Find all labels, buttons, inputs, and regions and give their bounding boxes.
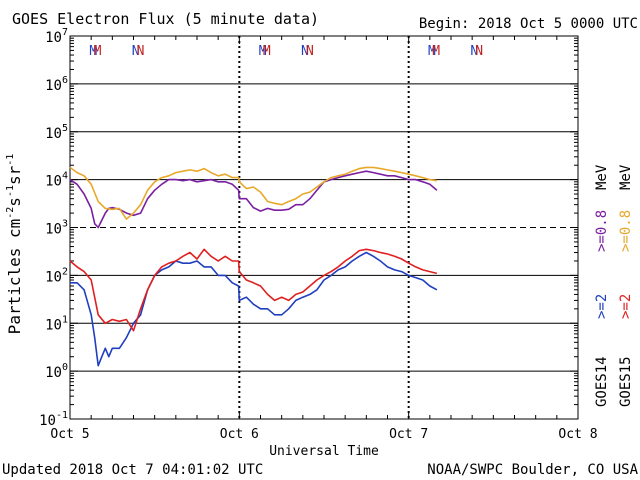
y-tick-label-exp: 1 [62, 314, 68, 325]
marker-m: M [259, 44, 267, 59]
y-tick-label-base: 10 [45, 126, 62, 142]
y-tick-label: 10-1 [39, 410, 68, 429]
marker-n: N [132, 44, 140, 59]
legend-series-goes15-08mev: >=0.8 [618, 210, 634, 252]
y-tick-label-exp: 2 [62, 266, 68, 277]
y-axis-label-end: sr [5, 165, 24, 185]
y-tick-label: 106 [45, 75, 68, 94]
y-tick-label: 103 [45, 219, 68, 238]
updated-timestamp: Updated 2018 Oct 7 04:01:02 UTC [2, 462, 263, 478]
y-tick-label-base: 10 [45, 30, 62, 46]
legend-goes15: GOES15 [618, 356, 634, 407]
marker-n: N [306, 44, 314, 59]
y-tick-label-base: 10 [45, 78, 62, 94]
marker-n: N [475, 44, 483, 59]
legend-series-goes15-2mev: >=2 [618, 294, 634, 319]
y-axis-label-mid: s [5, 197, 24, 207]
series-line-goes14-2mev [70, 251, 438, 367]
legend-unit-goes15: MeV [618, 164, 634, 190]
y-axis-label-exp3: -1 [5, 154, 16, 166]
y-tick-label-exp: 4 [62, 171, 68, 182]
y-tick-label-base: 10 [45, 174, 62, 190]
local-time-markers: MM NN MM NN MM NN [89, 44, 483, 59]
chart-title: GOES Electron Flux (5 minute data) [12, 10, 319, 28]
y-tick-label: 100 [45, 362, 68, 381]
y-axis-label: Particles cm-2s-1sr-1 [5, 154, 24, 335]
y-tick-label-base: 10 [45, 317, 62, 333]
x-tick-label: Oct 6 [220, 427, 259, 442]
x-tick-label: Oct 5 [50, 427, 89, 442]
x-axis-label: Universal Time [269, 444, 379, 459]
y-axis-label-main: Particles cm [5, 219, 24, 335]
series-line-goes15-2mev [69, 248, 438, 332]
legend-series-goes14-2mev: >=2 [594, 294, 610, 319]
y-tick-label: 101 [45, 314, 68, 333]
credit: NOAA/SWPC Boulder, CO USA [427, 462, 638, 478]
marker-m: M [432, 44, 440, 59]
plot-area [69, 35, 579, 420]
y-tick-label: 104 [45, 171, 68, 190]
marker-n: N [301, 44, 309, 59]
y-tick-label-base: 10 [45, 222, 62, 238]
marker-m: M [428, 44, 436, 59]
y-tick-label-exp: 5 [62, 123, 68, 134]
marker-n: N [137, 44, 145, 59]
y-axis-label-exp1: -2 [5, 207, 16, 219]
series-line-goes15-08mev [69, 166, 438, 220]
y-tick-label-exp: -1 [56, 410, 68, 421]
y-axis-label-exp2: -1 [5, 185, 16, 197]
marker-n: N [470, 44, 478, 59]
y-tick-label-exp: 0 [62, 362, 68, 373]
y-tick-label-base: 10 [39, 413, 56, 429]
y-tick-label-exp: 6 [62, 75, 68, 86]
marker-m: M [89, 44, 97, 59]
legend: GOES14 GOES15 >=2 >=2 >=0.8 >=0.8 MeV Me… [594, 164, 634, 407]
series-lines [69, 166, 438, 367]
legend-goes14: GOES14 [594, 356, 610, 407]
legend-series-goes14-08mev: >=0.8 [594, 210, 610, 252]
marker-m: M [263, 44, 271, 59]
y-tick-label: 107 [45, 27, 68, 46]
x-tick-label: Oct 8 [558, 427, 597, 442]
x-tick-label: Oct 7 [389, 427, 428, 442]
marker-m: M [94, 44, 102, 59]
legend-unit-goes14: MeV [594, 164, 610, 190]
y-tick-label: 102 [45, 266, 68, 285]
y-tick-label-base: 10 [45, 365, 62, 381]
x-axis: Oct 5 Oct 6 Oct 7 Oct 8 [50, 36, 598, 442]
begin-date: Begin: 2018 Oct 5 0000 UTC [419, 16, 638, 32]
y-tick-label-base: 10 [45, 269, 62, 285]
y-tick-label-exp: 3 [62, 219, 68, 230]
y-tick-label-exp: 7 [62, 27, 68, 38]
y-tick-label: 105 [45, 123, 68, 142]
